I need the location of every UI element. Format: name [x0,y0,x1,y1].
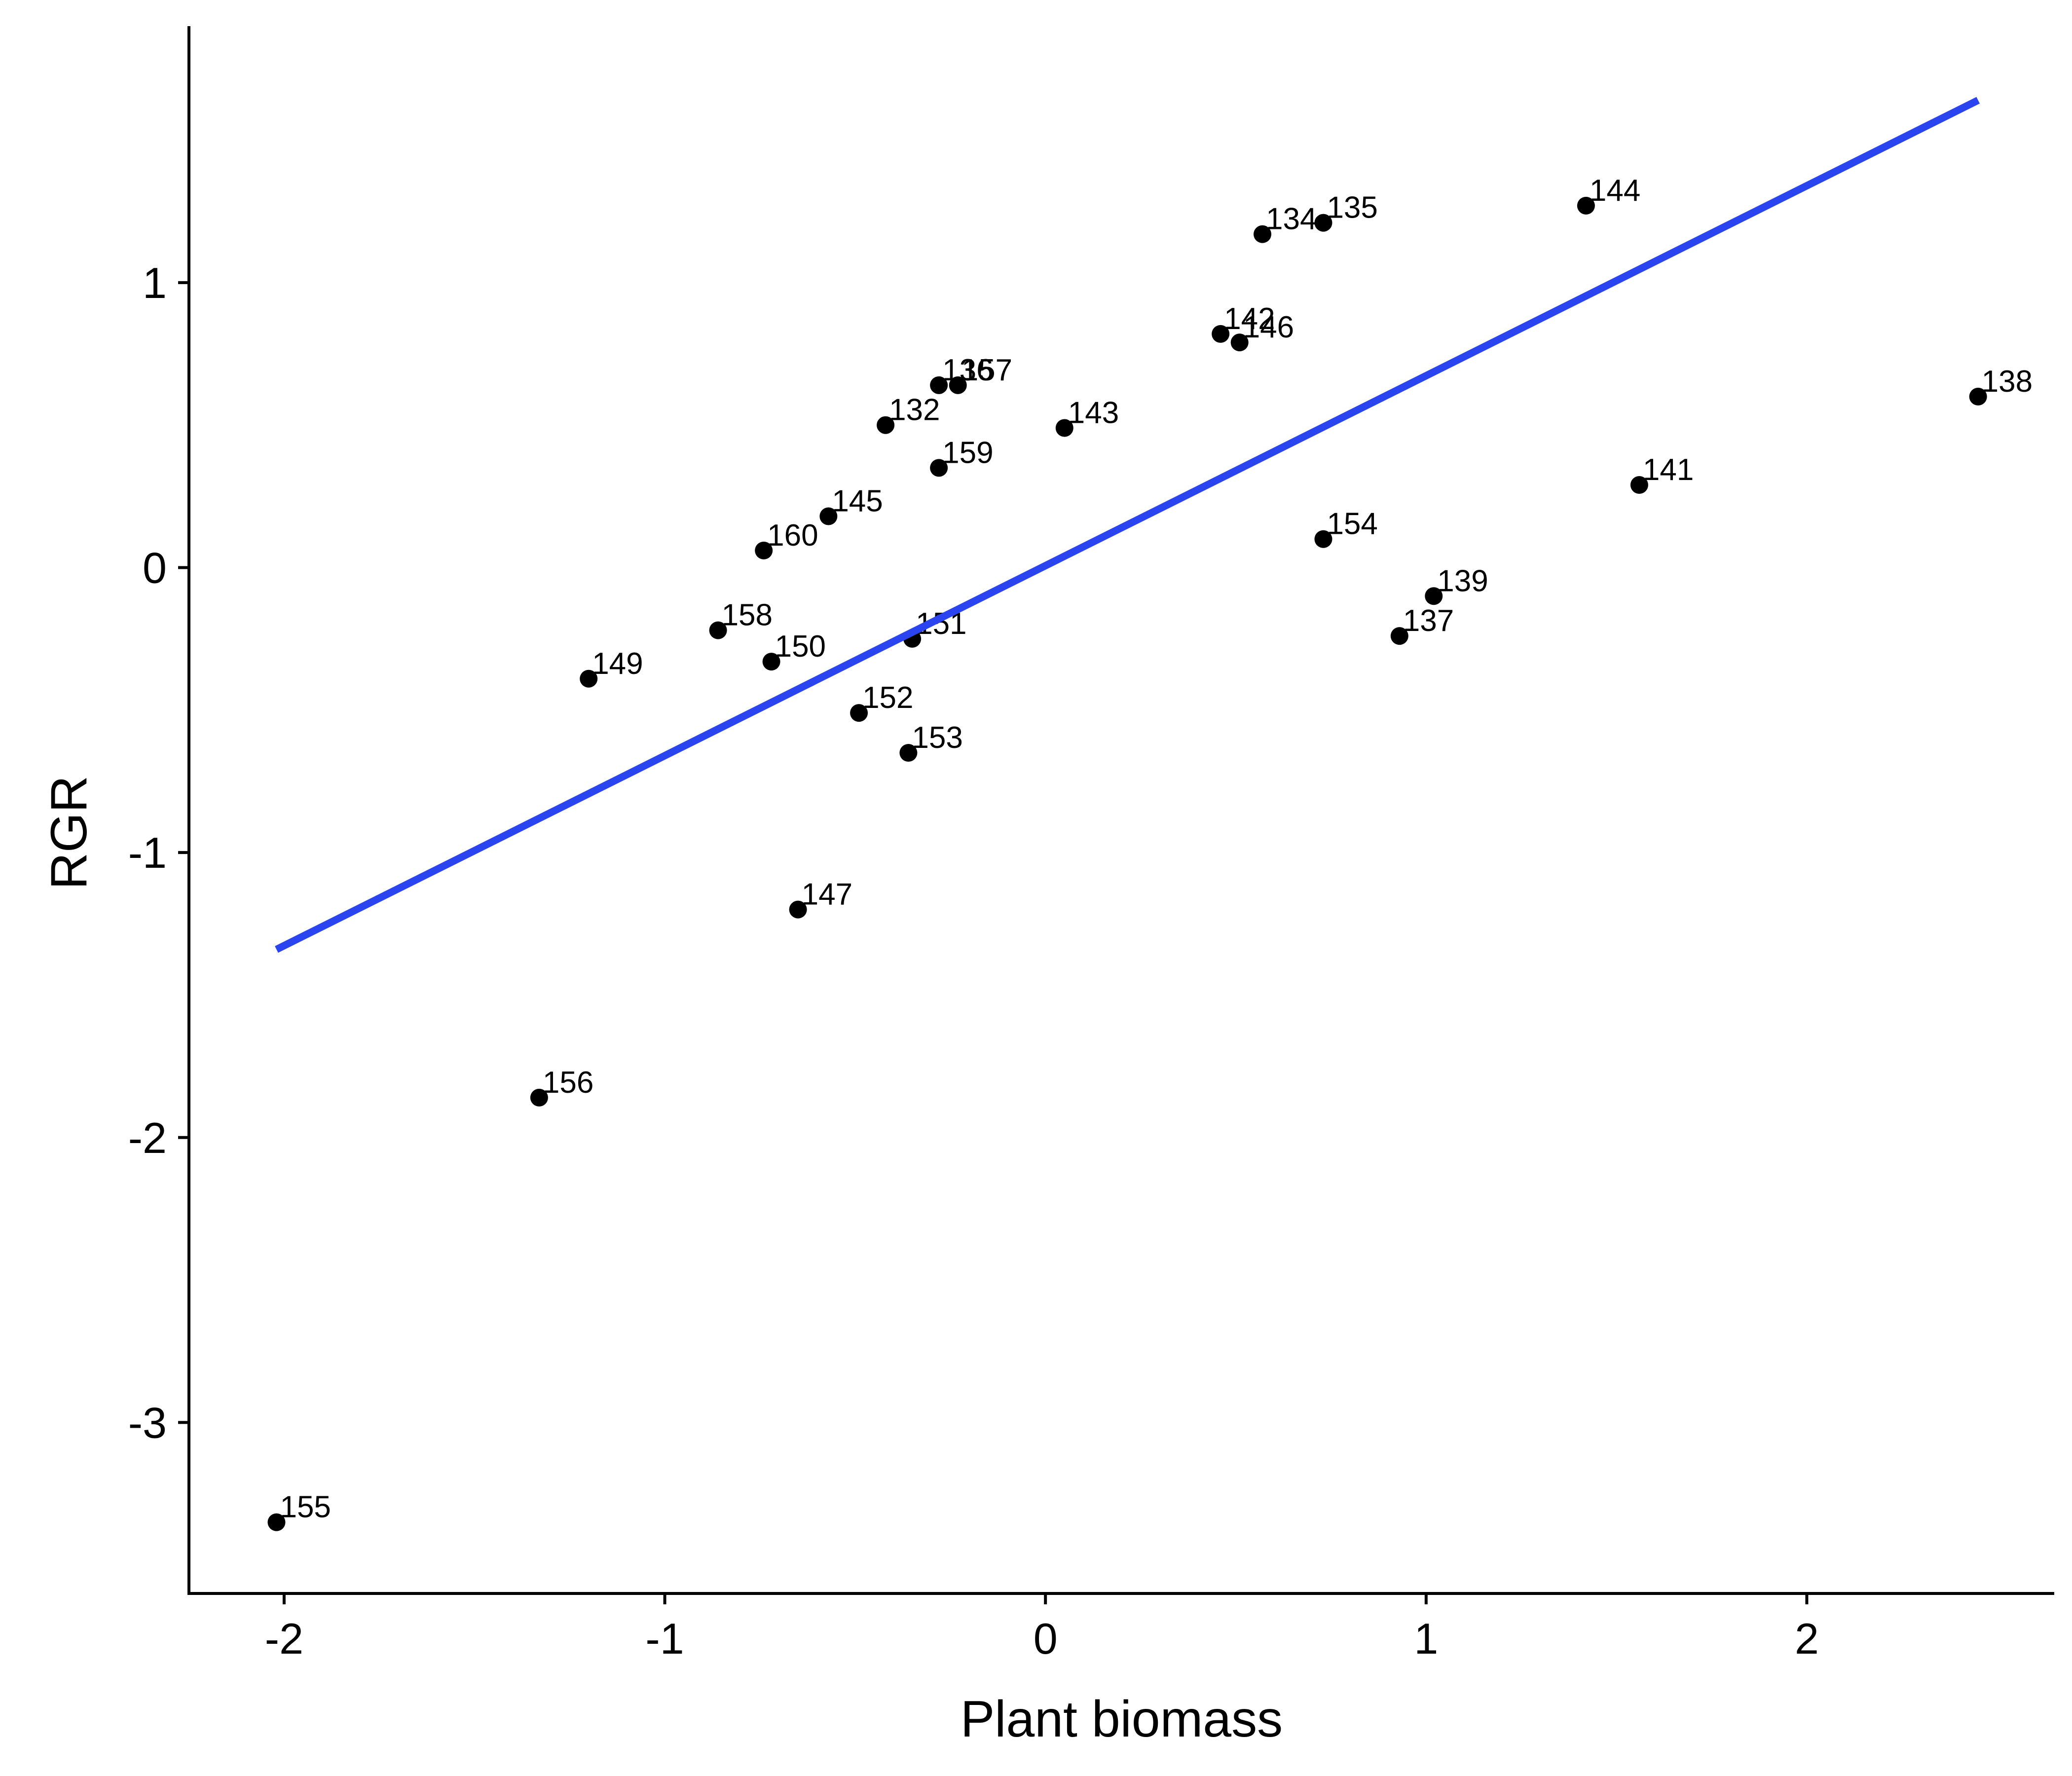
data-point [1314,530,1332,548]
data-point-label: 152 [862,681,913,715]
x-tick-label: 0 [1034,1614,1058,1663]
data-point [930,459,948,477]
data-point [789,900,807,919]
data-point-label: 150 [775,629,826,664]
y-tick-label: -1 [128,828,167,877]
x-tick-label: -2 [265,1614,303,1663]
x-tick-label: 2 [1795,1614,1819,1663]
y-tick-label: 0 [143,544,167,592]
data-point-label: 149 [592,647,643,681]
data-point-label: 147 [802,878,852,912]
data-point-label: 142 [1224,302,1275,336]
data-point-label: 144 [1590,174,1640,208]
data-point [1390,627,1408,645]
data-point-label: 143 [1068,396,1119,430]
data-point [1577,196,1595,215]
data-point-label: 156 [543,1066,593,1100]
data-point [1212,325,1230,343]
data-point [1055,419,1073,437]
data-point [1230,333,1249,352]
data-point [1254,225,1272,243]
data-point-label: 135 [1327,191,1377,225]
y-axis-title: RGR [40,776,98,889]
data-point [755,541,773,559]
x-axis-title: Plant biomass [961,1691,1283,1748]
plot-area: 1551561491581501601471451521321531511361… [267,97,2033,1531]
data-point [580,669,598,688]
data-point [709,621,727,639]
data-point [930,376,948,394]
y-tick-label: 1 [143,259,167,307]
regression-line [275,97,1980,953]
data-point-label: 139 [1437,564,1488,598]
data-point [899,743,918,762]
data-point [762,653,780,671]
data-point-label: 160 [767,518,818,553]
data-point [850,704,868,722]
x-tick-label: 1 [1414,1614,1438,1663]
x-axis-ticks: -2 -1 0 1 2 [265,1593,1819,1663]
data-point-label: 146 [1243,310,1294,344]
data-point-label: 153 [912,721,962,755]
data-point [877,416,895,434]
data-point [1314,214,1332,232]
data-point-label: 157 [962,353,1012,387]
data-point-label: 137 [1403,604,1454,638]
data-point [1630,476,1648,494]
data-point [1969,387,1987,406]
data-point-label: 154 [1327,507,1377,541]
data-point-label: 141 [1643,453,1694,487]
data-point-label: 134 [1266,202,1317,236]
data-point-label: 159 [942,436,993,470]
data-point-label: 138 [1982,365,2033,399]
data-point-label: 155 [280,1490,331,1524]
data-point-label: 158 [722,598,773,632]
y-tick-label: -2 [128,1113,167,1162]
data-point [267,1513,286,1531]
data-point [1425,587,1443,605]
y-axis-ticks: -3 -2 -1 0 1 [128,259,189,1447]
data-point [949,376,967,394]
x-tick-label: -1 [645,1614,684,1663]
data-point-label: 145 [832,484,883,518]
data-point-label: 132 [889,393,940,427]
data-point [530,1088,548,1107]
y-tick-label: -3 [128,1398,167,1447]
data-point [819,507,838,525]
